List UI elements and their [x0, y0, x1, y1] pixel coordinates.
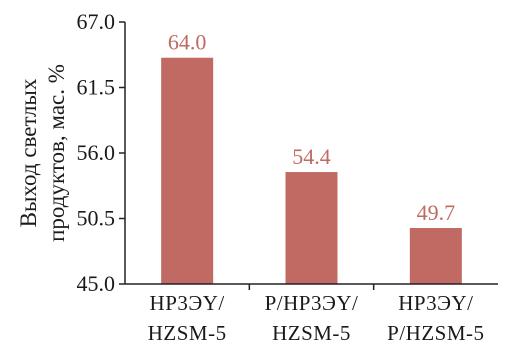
y-axis-label: Выход светлых продуктов, мас. % [16, 64, 69, 242]
y-axis-label-line-1: Выход светлых [16, 78, 41, 227]
y-tick-label: 50.5 [77, 206, 116, 231]
x-category-label: P/HP3ЭY/ [265, 291, 359, 315]
y-tick-label: 56.0 [77, 140, 116, 165]
bar [409, 228, 462, 284]
axes [124, 22, 498, 285]
y-axis-label-line-2: продуктов, мас. % [44, 64, 69, 242]
x-category-label: P/HZSM-5 [387, 321, 484, 341]
x-category-label: HZSM-5 [272, 321, 351, 341]
x-category-label: HZSM-5 [148, 321, 227, 341]
x-category-label: HP3ЭY/ [150, 291, 225, 315]
bar [285, 172, 338, 284]
y-axis-ticks: 45.0 50.5 56.0 61.5 67.0 [77, 9, 125, 296]
y-tick-label: 67.0 [77, 9, 116, 34]
bar-value-label: 64.0 [168, 30, 207, 55]
bar-value-label: 54.4 [292, 144, 331, 169]
y-tick-label: 61.5 [77, 75, 116, 100]
x-category-label: HP3ЭY/ [398, 291, 473, 315]
bar-value-label: 49.7 [417, 200, 456, 225]
y-tick-label: 45.0 [77, 271, 116, 296]
bars: 64.0 54.4 49.7 [161, 30, 462, 285]
bar [161, 57, 214, 285]
x-axis-categories: HP3ЭY/HZSM-5 P/HP3ЭY/HZSM-5 HP3ЭY/P/HZSM-5 [148, 284, 484, 341]
